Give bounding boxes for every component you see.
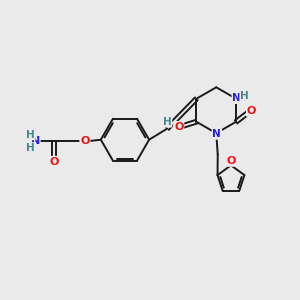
Text: N: N: [232, 93, 241, 103]
Text: O: O: [226, 156, 236, 166]
Text: N: N: [212, 129, 221, 139]
Text: O: O: [49, 157, 58, 167]
Text: H: H: [26, 130, 35, 140]
Text: O: O: [80, 136, 90, 146]
Text: O: O: [247, 106, 256, 116]
Text: H: H: [163, 117, 172, 127]
Text: H: H: [26, 142, 35, 153]
Text: H: H: [240, 92, 249, 101]
Text: N: N: [31, 136, 40, 146]
Text: O: O: [174, 122, 183, 132]
